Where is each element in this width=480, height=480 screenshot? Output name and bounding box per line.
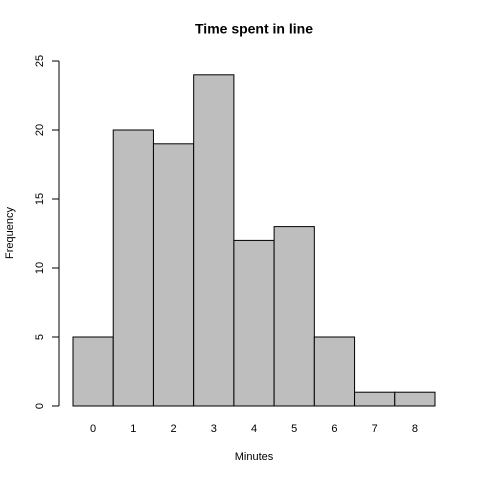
chart-title: Time spent in line xyxy=(195,21,313,37)
x-tick-label: 6 xyxy=(331,423,337,435)
bar xyxy=(233,239,275,407)
x-tick-label: 5 xyxy=(291,423,297,435)
x-tick-label: 0 xyxy=(90,423,96,435)
bar xyxy=(112,129,154,407)
x-tick-label: 2 xyxy=(170,423,176,435)
y-tick-label: 25 xyxy=(34,55,46,67)
bar xyxy=(273,226,315,407)
bar xyxy=(152,143,195,407)
y-tick-label: 0 xyxy=(34,403,46,409)
bar xyxy=(193,74,235,407)
y-tick-label: 20 xyxy=(34,124,46,136)
bar xyxy=(394,391,436,407)
x-tick-label: 8 xyxy=(412,423,418,435)
x-tick-label: 1 xyxy=(130,423,136,435)
y-tick-label: 5 xyxy=(34,334,46,340)
y-tick-label: 10 xyxy=(34,262,46,274)
bar xyxy=(313,336,356,407)
bar xyxy=(354,391,396,407)
y-axis-label: Frequency xyxy=(4,207,16,259)
x-tick-label: 4 xyxy=(251,423,257,435)
x-axis-label: Minutes xyxy=(235,451,274,463)
x-tick-label: 3 xyxy=(211,423,217,435)
x-tick-label: 7 xyxy=(372,423,378,435)
y-tick-label: 15 xyxy=(34,193,46,205)
bar xyxy=(72,336,114,407)
